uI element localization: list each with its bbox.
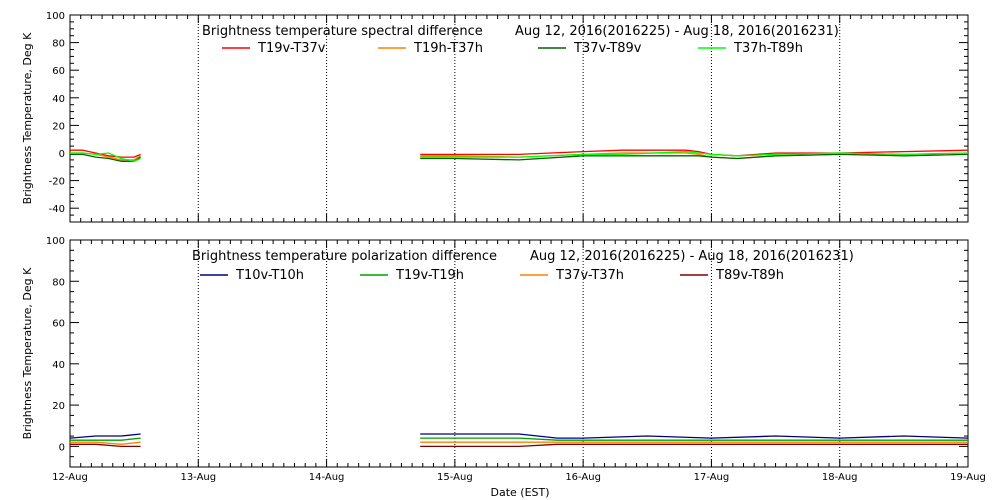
y-tick-label: 60	[52, 66, 65, 77]
y-tick-label: 40	[52, 360, 65, 371]
legend-label: T19h-T37h	[413, 41, 483, 56]
legend-label: T10v-T10h	[235, 268, 304, 283]
chart-title: Brightness temperature spectral differen…	[202, 24, 483, 39]
chart-subtitle: Aug 12, 2016(2016225) - Aug 18, 2016(201…	[530, 249, 854, 264]
legend-label: T37v-T89v	[573, 41, 642, 56]
x-tick-label: 13-Aug	[180, 472, 216, 483]
series-line-T37v-T37h	[70, 441, 141, 445]
x-tick-label: 14-Aug	[309, 472, 345, 483]
x-tick-label: 18-Aug	[822, 472, 858, 483]
chart-subtitle: Aug 12, 2016(2016225) - Aug 18, 2016(201…	[515, 24, 839, 39]
y-tick-label: -40	[49, 204, 65, 215]
x-tick-label: 15-Aug	[437, 472, 473, 483]
x-axis-title: Date (EST)	[490, 486, 549, 499]
spectral-difference-panel: -40 -20 0 20 40 60 80 100 Brightness Temperature…	[21, 11, 969, 223]
series-line-T37h-T89h	[70, 152, 141, 162]
legend-label: T89v-T89h	[715, 268, 784, 283]
series-line-T37h-T89h	[420, 150, 969, 158]
y-tick-label: 80	[52, 277, 65, 288]
series-line-T19v-T19h	[420, 437, 968, 441]
y-tick-label: 100	[46, 11, 65, 22]
y-tick-label: 20	[52, 401, 65, 412]
polarization-difference-panel: 0 20 40 60 80 100 12-Aug 13-Aug 14-Aug 15-Aug 16-A…	[21, 236, 986, 483]
x-tick-label: 12-Aug	[52, 472, 88, 483]
series-line-T89v-T89h	[70, 443, 141, 448]
legend-label: T37v-T37h	[555, 268, 624, 283]
y-tick-label: 80	[52, 39, 65, 50]
series-line-T19v-T37v	[70, 149, 141, 158]
x-tick-label: 17-Aug	[694, 472, 730, 483]
series-line-T37v-T89v	[420, 153, 969, 161]
series-line-T89v-T89h	[420, 443, 968, 448]
y-tick-label: 0	[59, 149, 65, 160]
series-line-T19v-T19h	[70, 437, 141, 441]
series-line-T10v-T10h	[69, 433, 141, 439]
y-tick-label: 40	[52, 94, 65, 105]
legend-label: T19v-T37v	[257, 41, 326, 56]
y-tick-label: 100	[46, 236, 65, 247]
plot-frame	[69, 239, 969, 468]
legend-label: T37h-T89h	[733, 41, 803, 56]
y-tick-label: 60	[52, 319, 65, 330]
y-axis-title: Brightness Temperature, Deg K	[21, 267, 34, 439]
legend-label: T19v-T19h	[395, 268, 464, 283]
x-tick-label: 19-Aug	[950, 472, 986, 483]
x-tick-label: 16-Aug	[565, 472, 601, 483]
series-line-T10v-T10h	[420, 433, 969, 439]
y-tick-label: -20	[49, 177, 65, 188]
plot-frame	[69, 14, 969, 223]
chart-title: Brightness temperature polarization diff…	[192, 249, 497, 264]
y-tick-label: 0	[59, 442, 65, 453]
y-axis-title: Brightness Temperature, Deg K	[21, 32, 34, 204]
y-tick-label: 20	[52, 121, 65, 132]
